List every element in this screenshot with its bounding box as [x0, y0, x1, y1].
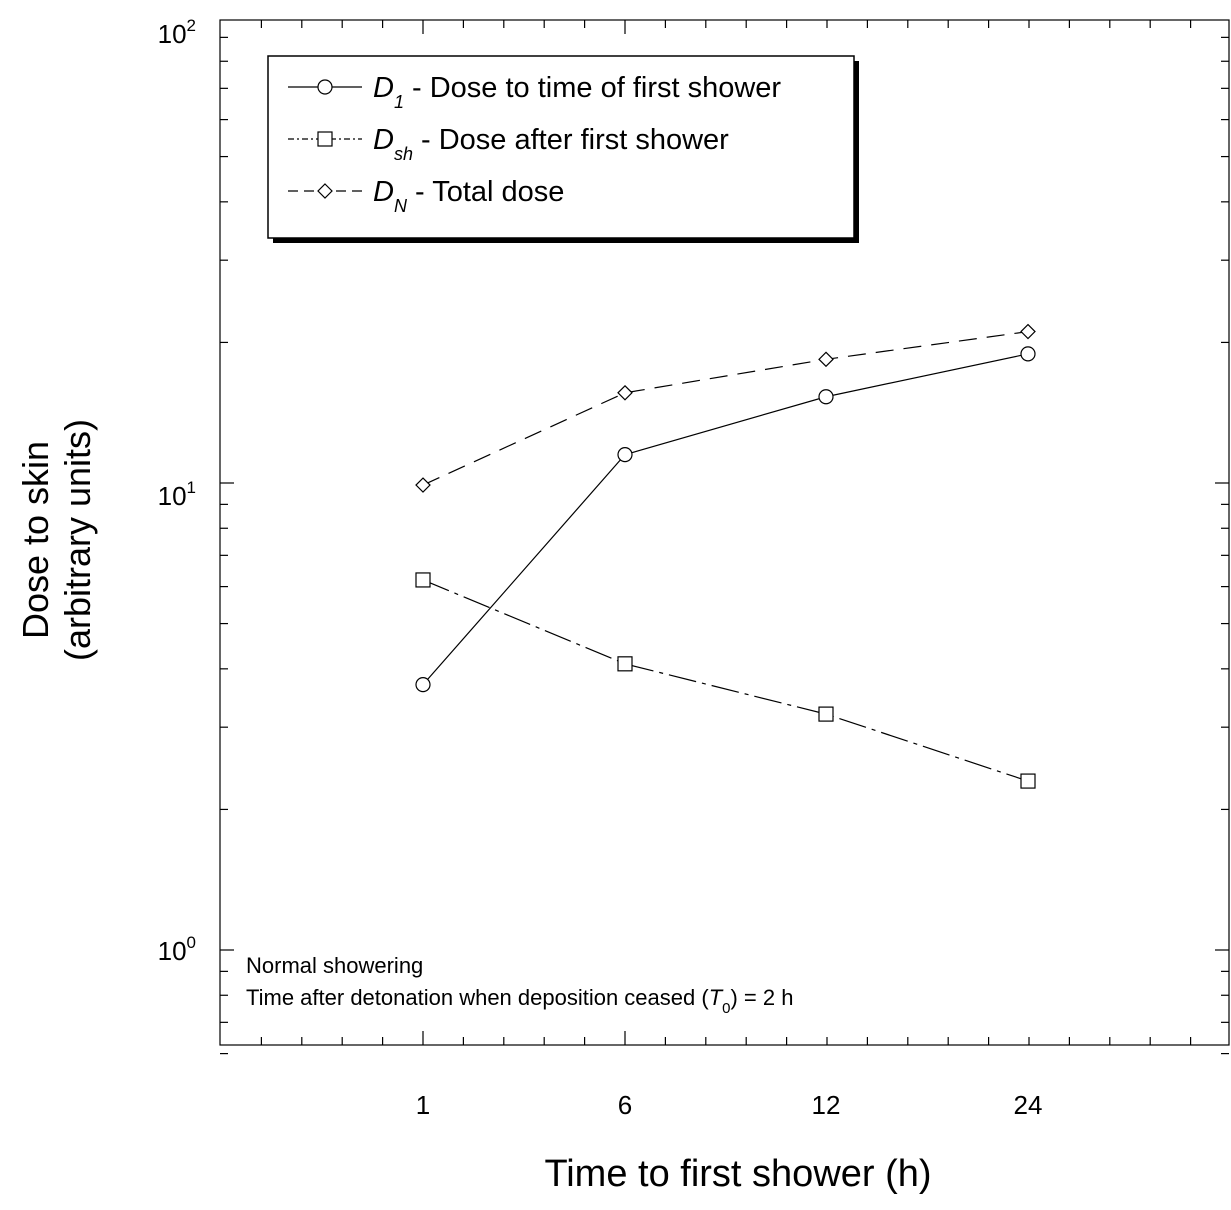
data-point-dn-1: [415, 477, 431, 493]
legend-marker-dsh: [317, 131, 333, 147]
data-point-dsh-12: [818, 706, 834, 722]
legend-label-dsh: Dsh - Dose after first shower: [373, 124, 729, 164]
data-point-d1-1: [415, 677, 431, 693]
y-axis-title: Dose to skin (arbitrary units): [15, 419, 98, 661]
y-axis-title-line2: (arbitrary units): [57, 419, 98, 661]
plot-frame: [219, 19, 1230, 1046]
annotation: Normal showering Time after detonation w…: [246, 953, 793, 1017]
axis-ticks: [220, 20, 1229, 1055]
legend-marker-d1: [317, 79, 333, 95]
x-axis-title: Time to first shower (h): [544, 1153, 931, 1195]
data-point-d1-6: [617, 447, 633, 463]
x-tick-label-6: 6: [618, 1090, 632, 1120]
x-tick-label-1: 1: [416, 1090, 430, 1120]
legend-marker-dn: [317, 183, 333, 199]
y-tick-label-100: 102: [158, 16, 196, 49]
data-point-dsh-6: [617, 656, 633, 672]
series-line-dsh: [422, 579, 1029, 782]
legend-label-dn: DN - Total dose: [373, 176, 564, 216]
y-tick-labels: 102 101 100: [158, 16, 196, 966]
legend: D1 - Dose to time of first shower Dsh - …: [267, 55, 859, 243]
annotation-line2: Time after detonation when deposition ce…: [246, 985, 793, 1017]
data-point-dn-12: [818, 351, 834, 368]
x-tick-label-24: 24: [1014, 1090, 1043, 1120]
y-tick-label-10: 101: [158, 478, 196, 511]
series-line-dn: [422, 330, 1029, 486]
legend-label-d1: D1 - Dose to time of first shower: [373, 72, 781, 112]
annotation-line1: Normal showering: [246, 953, 423, 978]
data-point-dsh-24: [1020, 773, 1036, 789]
legend-box: [267, 55, 855, 239]
x-tick-label-12: 12: [812, 1090, 841, 1120]
y-tick-label-1: 100: [158, 933, 196, 966]
data-point-dn-24: [1020, 323, 1036, 340]
series-layer: [415, 323, 1036, 789]
data-point-dsh-1: [415, 572, 431, 588]
series-line-d1: [422, 353, 1029, 686]
data-point-d1-12: [818, 389, 834, 405]
y-axis-title-line1: Dose to skin: [15, 441, 56, 639]
data-point-dn-6: [617, 384, 633, 401]
x-tick-labels: 1 6 12 24: [416, 1090, 1043, 1120]
data-point-d1-24: [1020, 346, 1036, 362]
legend-samples: [288, 79, 362, 199]
